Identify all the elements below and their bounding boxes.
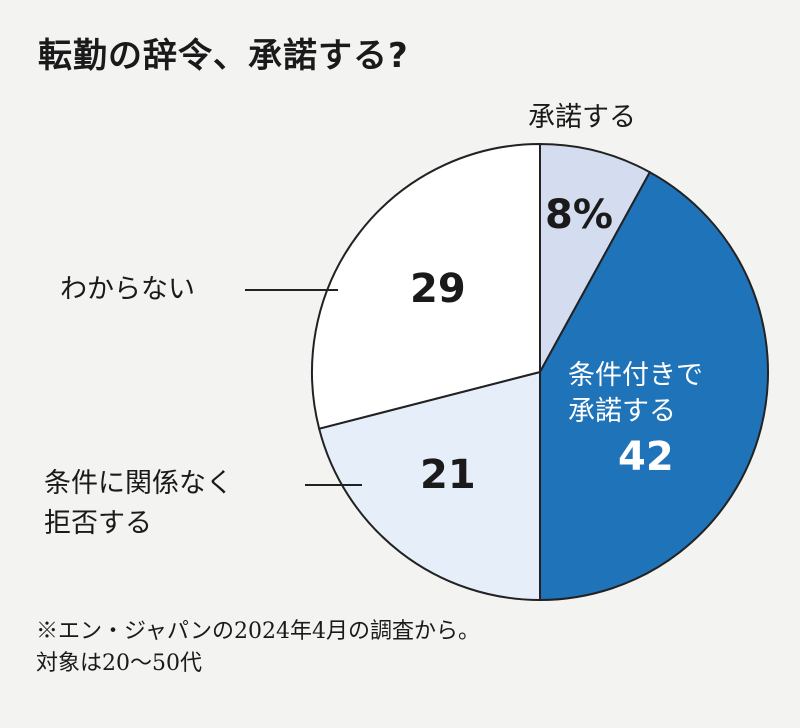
value-accept: 8% [545,192,613,238]
value-conditional: 42 [618,434,674,480]
source-note: ※エン・ジャパンの2024年4月の調査から。 対象は20～50代 [36,616,480,680]
label-unknown: わからない [60,274,195,305]
note-line-2: 対象は20～50代 [36,651,202,676]
label-refuse-2: 拒否する [44,508,152,539]
label-conditional-1: 条件付きで [568,360,703,391]
pie-slice-2 [317,370,541,602]
note-line-1: ※エン・ジャパンの2024年4月の調査から。 [36,619,480,644]
chart-title: 転勤の辞令、承諾する? [38,36,409,76]
pie-slice-0 [539,142,652,373]
label-refuse-1: 条件に関係なく [44,468,233,499]
label-conditional-2: 承諾する [568,396,676,427]
value-unknown: 29 [410,266,466,312]
label-accept: 承諾する [528,102,636,133]
pie-slice-1 [539,170,769,602]
value-refuse: 21 [420,452,476,498]
pie-slice-3 [311,142,541,430]
